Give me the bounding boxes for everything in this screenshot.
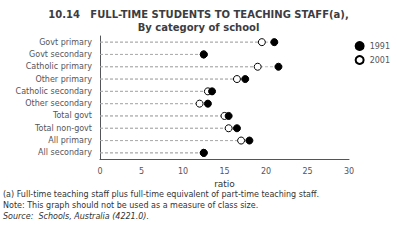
svg-text:Total govt: Total govt	[52, 111, 92, 120]
svg-text:All secondary: All secondary	[38, 148, 92, 157]
svg-text:2001: 2001	[370, 56, 390, 65]
svg-text:Source: Schools, Australia (4: Source: Schools, Australia (4221.0).	[3, 212, 149, 221]
svg-text:Govt secondary: Govt secondary	[29, 50, 92, 59]
svg-text:All primary: All primary	[48, 136, 92, 145]
svg-text:15: 15	[219, 167, 229, 176]
svg-text:5: 5	[139, 167, 144, 176]
svg-text:20: 20	[261, 167, 271, 176]
svg-text:Catholic secondary: Catholic secondary	[16, 87, 93, 96]
svg-text:10: 10	[178, 167, 188, 176]
svg-text:30: 30	[344, 167, 354, 176]
svg-text:Other secondary: Other secondary	[25, 99, 92, 108]
svg-text:Other primary: Other primary	[35, 75, 92, 84]
svg-text:By category of school: By category of school	[138, 22, 260, 33]
svg-text:Note: This graph should not be: Note: This graph should not be used as a…	[3, 201, 258, 210]
svg-text:Catholic primary: Catholic primary	[26, 62, 93, 71]
svg-text:Total non-govt: Total non-govt	[34, 124, 92, 133]
svg-text:(a) Full-time teaching staff p: (a) Full-time teaching staff plus full-t…	[3, 190, 319, 199]
svg-text:0: 0	[97, 167, 102, 176]
svg-text:1991: 1991	[370, 42, 390, 51]
svg-text:Govt primary: Govt primary	[39, 38, 92, 47]
svg-text:25: 25	[302, 167, 312, 176]
svg-text:ratio: ratio	[214, 179, 235, 189]
svg-text:10.14 FULL-TIME STUDENTS TO: 10.14 FULL-TIME STUDENTS TO TEACHING STA…	[48, 9, 348, 20]
